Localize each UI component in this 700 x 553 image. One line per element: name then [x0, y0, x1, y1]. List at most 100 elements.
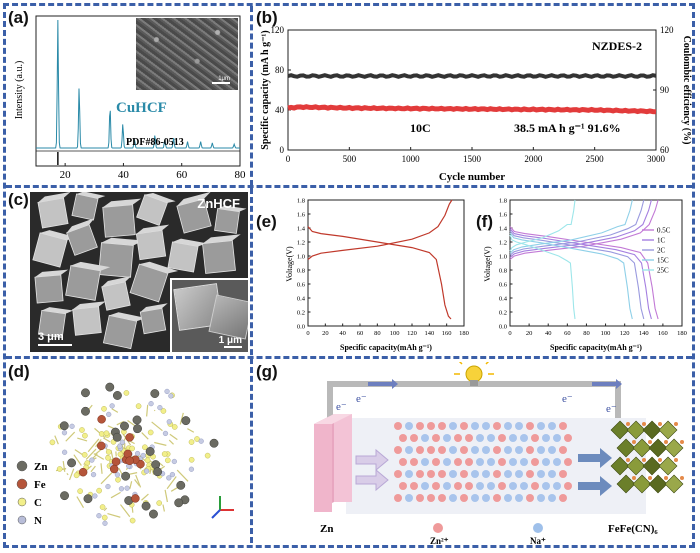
na-ion [482, 494, 490, 502]
cathode-octahedron [648, 438, 668, 458]
na-ion [476, 458, 484, 466]
lattice-bond [151, 421, 163, 432]
c-atom [147, 429, 154, 436]
cuhcf-sem-inset: 1μm [136, 18, 238, 90]
xrd-xticks-group: 20 40 60 80 [60, 163, 246, 181]
na-ion [515, 494, 523, 502]
xtick-label: 20 [526, 330, 533, 337]
xrd-sample-label: CuHCF [116, 100, 167, 116]
zn-atom [112, 432, 122, 442]
xrd-chart: 20 40 60 80 Intensity (a.u.) CuHCF PDF#86-0… [14, 15, 246, 181]
axis-triad [211, 496, 234, 519]
znhcf-inset: 1 μm [170, 278, 248, 352]
sem-cube [102, 312, 146, 350]
n-atom [109, 403, 115, 409]
rate-legend-label: 2C [657, 247, 666, 255]
lightbulb-icon [454, 362, 494, 386]
cathode-atom [674, 458, 678, 462]
n-atom [164, 388, 170, 395]
sem-cube [176, 192, 212, 234]
n-atom [188, 466, 195, 472]
rate-25C-charge [509, 199, 576, 252]
zn-ion [498, 482, 506, 490]
gcd-discharge-curve [307, 226, 452, 320]
sem-cube [37, 192, 71, 229]
row-divider-2 [6, 356, 692, 359]
ytick-label: 0.8 [499, 268, 507, 275]
zn-ion [559, 422, 567, 430]
xtick-label: 120 [620, 330, 630, 337]
gcd-xlabel: Specific capacity(mAh g⁻¹) [340, 343, 432, 352]
lattice-bond [146, 404, 149, 417]
gcd-data-group [307, 199, 453, 320]
na-ion [509, 458, 517, 466]
sem-cube-top [217, 205, 247, 212]
c-atom [73, 472, 80, 479]
c-atom [160, 408, 167, 414]
lattice-bond [130, 440, 135, 445]
lattice-bond [66, 472, 69, 476]
rate-legend-label: 25C [657, 267, 669, 275]
zn-ion [531, 458, 539, 466]
xrd-axes-frame [35, 15, 241, 167]
ytick-label: 1.6 [499, 212, 508, 219]
na-ion [421, 434, 429, 442]
xrd-pattern-line [36, 19, 240, 149]
zn-ion [498, 434, 506, 442]
xrd-pattern-group [36, 19, 240, 149]
lattice-bond [134, 479, 140, 487]
lattice-bond [153, 409, 156, 412]
zn-ion [432, 458, 440, 466]
n-atom [168, 393, 174, 399]
zn-ion [454, 482, 462, 490]
cycling-xlabel: Cycle number [439, 171, 505, 183]
sem-cube-top [136, 224, 170, 234]
sem-cube [202, 234, 241, 274]
cathode-octahedron [642, 420, 662, 440]
na-ion [471, 470, 479, 478]
n-atom [105, 483, 111, 490]
c-atom [156, 500, 162, 506]
sem-cube [136, 193, 176, 226]
zn-atom [181, 416, 191, 426]
na-ion [476, 482, 484, 490]
zn-ion [410, 434, 418, 442]
sem-cube-top [34, 269, 69, 278]
na-ion [405, 494, 413, 502]
zn-ion [559, 494, 567, 502]
ytick-label: 0.0 [297, 324, 305, 331]
inset-scalebar [224, 346, 242, 348]
na-ion [482, 470, 490, 478]
lattice-bond [54, 435, 59, 445]
n-atom [166, 475, 172, 481]
sem-cube [34, 269, 69, 304]
fe-atom [97, 415, 106, 424]
lattice-bond [111, 408, 119, 413]
zn-atom [149, 509, 158, 519]
na-ion [443, 458, 451, 466]
sem-cube-face [102, 204, 136, 238]
zn-ion [493, 446, 501, 454]
cathode-atom [658, 422, 662, 426]
zn-ion [460, 470, 468, 478]
sem-cube-face [37, 197, 69, 229]
xtick-label: 160 [658, 330, 668, 337]
zn-atom [81, 388, 90, 398]
zn-ion [432, 434, 440, 442]
sem-cube-face [135, 229, 167, 261]
lattice-bond [110, 491, 121, 499]
main-scalebar [38, 344, 72, 346]
ytick-label: 0.2 [297, 310, 305, 317]
cathode-octahedron [626, 456, 646, 476]
n-atom [114, 472, 121, 478]
zn-ion [460, 422, 468, 430]
sem-cube [102, 198, 142, 238]
zn-ion [438, 470, 446, 478]
znhcf-sem-image: ZnHCF 1 μm 3 μm [30, 192, 248, 352]
sem-cube-top [70, 261, 111, 271]
sem-cube-top [202, 234, 241, 244]
inset-scalebar-text: 1 μm [218, 335, 242, 346]
col-divider-ab [250, 6, 253, 186]
electron-label-3: e⁻ [336, 401, 347, 413]
rate-ticks-group: 0 20 40 60 80 100 120 140 160 180 0.0 0.2 0.4 0.6 0.8 1… [499, 198, 687, 338]
